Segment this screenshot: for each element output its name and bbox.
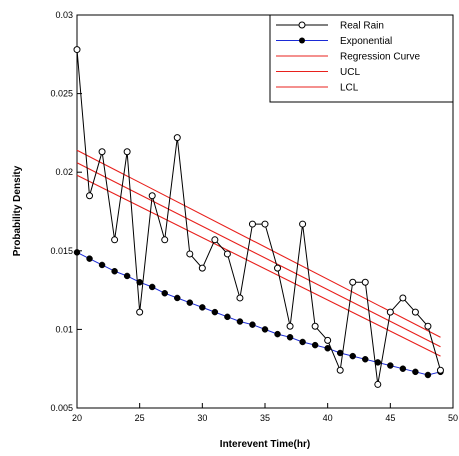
point-exponential [86,255,93,262]
series-line-real-rain [76,49,441,385]
y-tick-label: 0.025 [50,89,73,99]
point-exponential [336,349,344,357]
point-real-rain [411,308,419,316]
point-exponential [98,261,106,269]
point-exponential [249,321,256,328]
point-exponential [349,352,356,360]
point-real-rain [274,264,282,272]
series-line-lcl [76,174,441,357]
point-exponential [311,341,319,349]
legend-marker-exponential [299,37,305,44]
point-exponential [123,272,131,280]
point-exponential [224,313,231,321]
point-real-rain [198,264,206,272]
point-real-rain [399,294,407,302]
point-real-rain [261,220,269,228]
point-real-rain [86,192,94,200]
point-real-rain [136,308,144,316]
y-tick-label: 0.03 [55,10,73,20]
point-exponential [412,368,419,376]
x-tick-label: 30 [197,413,207,423]
point-exponential [399,365,407,372]
point-real-rain [324,336,332,344]
point-exponential [286,334,294,341]
point-real-rain [336,366,344,374]
x-axis-title: Interevent Time(hr) [220,439,310,450]
axis-ticks: 20 25 30 35 40 45 50 0.005 0.01 0.015 0.02 0.025 0.0… [50,10,458,423]
point-real-rain [123,148,131,156]
point-exponential [199,304,206,311]
point-exponential [261,326,269,333]
legend-label-lcl: LCL [340,83,359,94]
point-real-rain [211,236,219,244]
point-real-rain [248,220,256,228]
x-tick-label: 20 [72,413,82,423]
legend: Real Rain Exponential Regression Curve UCL L… [269,14,454,103]
point-real-rain [436,366,444,374]
point-real-rain [236,294,244,302]
series-line-ucl [76,149,441,338]
point-real-rain [424,322,432,330]
series-line-regression-curve [76,162,441,348]
y-tick-label: 0.005 [50,403,73,413]
point-exponential [424,371,432,379]
point-exponential [211,308,219,316]
point-real-rain [386,308,394,316]
point-real-rain [148,192,156,200]
legend-label-real-rain: Real Rain [340,21,384,32]
point-exponential [148,283,156,291]
point-exponential [362,356,369,363]
point-real-rain [98,148,106,156]
point-real-rain [286,322,294,330]
point-real-rain [173,134,181,142]
point-exponential [174,294,181,302]
point-exponential [111,267,118,275]
x-tick-label: 40 [323,413,333,423]
series-layer [73,46,444,388]
point-real-rain [299,220,307,228]
point-real-rain [374,380,382,388]
point-exponential [161,289,168,297]
x-tick-label: 50 [448,413,458,423]
x-tick-label: 25 [135,413,145,423]
y-tick-label: 0.01 [55,324,73,334]
point-exponential [274,330,281,338]
point-real-rain [186,250,194,258]
legend-label-regression-curve: Regression Curve [340,52,420,63]
point-real-rain [349,278,357,286]
point-exponential [186,299,194,306]
legend-marker-real-rain [298,21,306,29]
y-tick-label: 0.015 [50,246,73,256]
point-real-rain [311,322,319,330]
point-real-rain [161,236,169,244]
x-tick-label: 35 [260,413,270,423]
point-real-rain [111,236,119,244]
y-axis-title: Probability Density [12,165,23,256]
x-tick-label: 45 [385,413,395,423]
point-exponential [387,362,394,369]
legend-label-ucl: UCL [340,67,360,78]
y-tick-label: 0.02 [55,167,73,177]
point-real-rain [361,278,369,286]
point-exponential [73,249,81,256]
legend-label-exponential: Exponential [340,36,392,47]
point-exponential [236,318,244,325]
point-exponential [299,338,306,346]
point-real-rain [223,250,231,258]
point-real-rain [73,46,81,54]
